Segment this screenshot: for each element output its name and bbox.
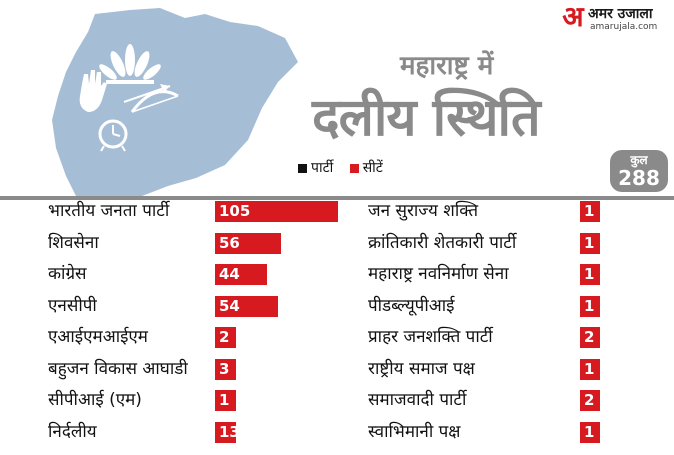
brand-url: amarujala.com: [590, 22, 658, 32]
seat-bar: [215, 421, 236, 443]
seat-value-label: 56: [219, 233, 240, 252]
seat-value-label: 105: [219, 202, 251, 220]
seat-bar: [580, 232, 600, 254]
chart-legend: पार्टी सीटें: [298, 158, 395, 177]
party-name: जन सुराज्य शक्ति: [368, 201, 479, 221]
party-row: सीपीआई (एम) 1: [48, 387, 338, 413]
seat-bar: [580, 201, 600, 222]
bjp-lotus-icon: [99, 44, 161, 84]
party-name: पीडब्ल्यूपीआई: [368, 295, 455, 316]
party-row: राष्ट्रीय समाज पक्ष 1: [368, 356, 674, 382]
title-line-2: दलीय स्थिति: [312, 88, 541, 148]
legend-label-seats: सीटें: [362, 160, 383, 176]
seat-value-label: 1: [584, 202, 595, 220]
party-name: समाजवादी पार्टी: [368, 390, 467, 410]
party-row: स्वाभिमानी पक्ष 1: [368, 419, 674, 445]
seat-bar: [580, 264, 600, 285]
legend-label-party: पार्टी: [311, 160, 334, 176]
ncp-clock-icon: [98, 119, 128, 152]
party-name: महाराष्ट्र नवनिर्माण सेना: [368, 264, 509, 284]
party-name: स्वाभिमानी पक्ष: [368, 421, 461, 442]
congress-hand-icon: [79, 70, 107, 112]
brand-name: अमर उजाला: [588, 6, 653, 22]
legend-swatch-seats: [349, 163, 359, 173]
total-label: कुल: [630, 153, 648, 167]
seat-value-label: 1: [584, 265, 595, 283]
seat-value-label: 1: [219, 391, 230, 409]
title-line-1: महाराष्ट्र में: [400, 51, 494, 81]
seat-value-label: 13: [219, 422, 240, 441]
total-value: 288: [618, 166, 660, 190]
brand-logo-glyph: अ: [562, 0, 584, 33]
total-seats-badge: कुल 288: [610, 150, 668, 192]
seat-bar: [580, 327, 600, 348]
seat-value-label: 2: [584, 328, 595, 346]
party-row: समाजवादी पार्टी 2: [368, 387, 674, 413]
party-name: निर्दलीय: [48, 421, 97, 442]
seat-bar: [215, 327, 236, 348]
maharashtra-map: [52, 8, 298, 200]
party-row: भारतीय जनता पार्टी 105: [48, 198, 338, 224]
seat-value-label: 1: [584, 233, 595, 252]
party-name: प्राहर जनशक्ति पार्टी: [368, 327, 493, 347]
party-name: बहुजन विकास आघाडी: [48, 358, 188, 379]
header-divider: [0, 196, 674, 200]
party-name: भारतीय जनता पार्टी: [48, 201, 170, 221]
legend-swatch-party: [298, 163, 307, 173]
seat-bar: [215, 358, 236, 380]
seat-bar: [580, 390, 600, 411]
shivsena-bow-arrow-icon: [123, 84, 179, 113]
party-name: शिवसेना: [48, 232, 99, 253]
party-row: एनसीपी 54: [48, 293, 338, 319]
party-name: एआईएमआईएम: [48, 327, 148, 347]
seat-value-label: 44: [219, 265, 240, 283]
seat-value-label: 1: [584, 359, 595, 378]
seat-value-label: 1: [584, 422, 595, 441]
party-row: पीडब्ल्यूपीआई 1: [368, 293, 674, 319]
seat-bar: [215, 264, 267, 285]
party-row: क्रांतिकारी शेतकारी पार्टी 1: [368, 230, 674, 256]
legend-item-party: पार्टी: [298, 160, 338, 176]
seat-bar: [580, 358, 600, 380]
seat-value-label: 54: [219, 296, 240, 315]
seat-value-label: 2: [584, 391, 595, 409]
seat-value-label: 2: [219, 328, 230, 346]
party-row: शिवसेना 56: [48, 230, 338, 256]
seat-value-label: 1: [584, 296, 595, 315]
brand-logo-block: अ अमर उजाला amarujala.com: [558, 2, 668, 36]
seat-bar: [215, 390, 236, 411]
seat-bar: [580, 295, 600, 317]
party-name: क्रांतिकारी शेतकारी पार्टी: [368, 232, 517, 253]
party-row: महाराष्ट्र नवनिर्माण सेना 1: [368, 261, 674, 287]
party-row: निर्दलीय 13: [48, 419, 338, 445]
seat-bar: [215, 295, 279, 317]
seat-bar: [215, 201, 338, 222]
legend-item-seats: सीटें: [349, 160, 383, 176]
seat-value-label: 3: [219, 359, 230, 378]
party-row: बहुजन विकास आघाडी 3: [48, 356, 338, 382]
party-name: एनसीपी: [48, 295, 97, 316]
seat-bar: [580, 421, 600, 443]
party-name: राष्ट्रीय समाज पक्ष: [368, 358, 475, 379]
party-row: कांग्रेस 44: [48, 261, 338, 287]
party-row: एआईएमआईएम 2: [48, 324, 338, 350]
party-row: जन सुराज्य शक्ति 1: [368, 198, 674, 224]
party-row: प्राहर जनशक्ति पार्टी 2: [368, 324, 674, 350]
party-name: कांग्रेस: [48, 264, 87, 284]
party-name: सीपीआई (एम): [48, 390, 142, 410]
seat-bar: [215, 232, 281, 254]
